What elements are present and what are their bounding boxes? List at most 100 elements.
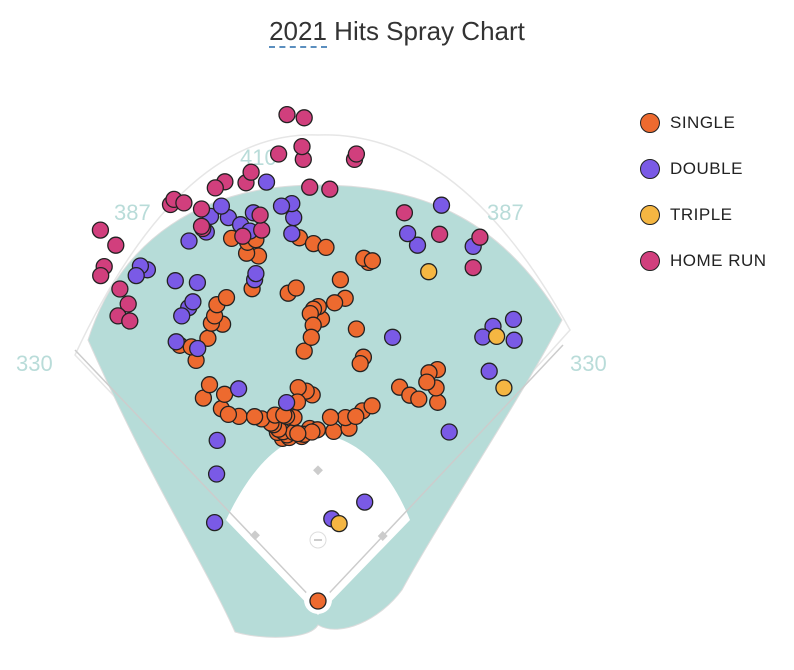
hit-point-home-run [119, 295, 137, 313]
hit-point-single [325, 422, 343, 441]
hit-point-home-run [295, 109, 313, 127]
hit-point-double [212, 197, 231, 215]
hit-point-double [432, 196, 451, 214]
hit-point-home-run [192, 217, 211, 235]
hit-point-double [408, 236, 427, 254]
hit-point-single [347, 320, 366, 338]
right-foul-line [317, 344, 564, 606]
hit-point-home-run [107, 236, 125, 254]
hit-point-double [208, 431, 226, 450]
pitching-rubber [314, 539, 322, 541]
hit-point-double [356, 493, 374, 511]
distance-label-lcf: 387 [114, 200, 151, 225]
hit-point-home-run [92, 266, 110, 285]
hit-point-home-run [121, 312, 139, 330]
hit-point-home-run [321, 180, 339, 198]
second-base [313, 465, 323, 476]
hit-point-double [480, 362, 498, 380]
legend-swatch-home-run [640, 251, 660, 271]
hit-point-home-run [464, 258, 482, 277]
hit-point-double [283, 224, 301, 243]
hit-point-triple [495, 379, 513, 397]
legend-swatch-triple [640, 205, 660, 225]
distance-label-rcf: 387 [487, 200, 524, 225]
hit-point-single [245, 408, 264, 426]
hit-point-home-run [111, 280, 129, 298]
hit-point-home-run [278, 105, 296, 124]
hit-point-single [289, 378, 307, 397]
hit-point-single [429, 393, 447, 411]
legend-label-home-run: HOME RUN [670, 251, 767, 270]
hit-point-double [173, 307, 191, 325]
hit-point-home-run [253, 221, 271, 239]
hit-point-home-run [175, 194, 193, 212]
hit-point-double [440, 423, 458, 441]
legend-item-home-run: HOME RUN [640, 250, 767, 272]
hit-point-double [205, 513, 224, 532]
outer-boundary [74, 134, 571, 612]
hit-point-double [257, 173, 276, 191]
hit-point-home-run [234, 227, 252, 245]
hit-point-home-run [192, 200, 211, 218]
hit-point-home-run [293, 137, 311, 156]
hit-point-triple [487, 327, 506, 346]
left-foul-line [74, 349, 319, 606]
hit-point-home-run [347, 145, 366, 163]
hit-point-home-run [269, 145, 288, 163]
chart-title-year: 2021 [269, 16, 327, 48]
legend: SINGLE DOUBLE TRIPLE HOME RUN [640, 112, 767, 296]
chart-title-text: Hits Spray Chart [326, 16, 525, 46]
hit-point-single [309, 592, 327, 610]
hit-point-double [277, 393, 296, 412]
infield-grass [262, 475, 374, 585]
chart-title: 2021 Hits Spray Chart [0, 16, 794, 48]
hit-point-home-run [430, 225, 449, 243]
hit-point-single [418, 373, 436, 391]
hit-point-double [167, 333, 185, 351]
hit-point-home-run [91, 221, 110, 239]
hit-point-double [189, 339, 207, 358]
hit-point-double [398, 224, 417, 243]
hit-point-single [410, 390, 428, 408]
hit-point-single [351, 354, 369, 373]
hit-point-triple [420, 263, 438, 281]
hit-point-double [207, 465, 226, 483]
hit-point-double [184, 293, 202, 311]
hit-point-double [180, 232, 198, 250]
hit-point-home-run [471, 228, 489, 246]
hit-point-single [287, 279, 305, 297]
hit-point-double [505, 331, 523, 349]
hit-point-double [247, 264, 265, 283]
hit-point-home-run [251, 206, 269, 224]
hit-point-single [219, 405, 238, 424]
hit-point-double [504, 310, 523, 329]
hit-point-single [217, 288, 236, 307]
hit-point-single [321, 408, 340, 426]
hit-point-triple [330, 514, 348, 533]
legend-label-double: DOUBLE [670, 159, 743, 178]
hit-point-double [188, 273, 207, 292]
hit-point-double [229, 380, 248, 398]
legend-item-triple: TRIPLE [640, 204, 767, 226]
hit-point-double [166, 272, 184, 290]
hit-point-single [331, 271, 350, 289]
distance-label-rf-line: 330 [570, 351, 607, 376]
hit-point-single [363, 252, 382, 270]
hit-point-single [295, 342, 313, 360]
hit-point-home-run [242, 163, 260, 181]
hit-point-single [363, 397, 381, 415]
hit-point-single [325, 294, 344, 312]
hit-point-home-run [301, 178, 319, 196]
legend-swatch-single [640, 113, 660, 133]
hit-point-single [302, 328, 320, 346]
legend-item-single: SINGLE [640, 112, 767, 134]
hit-point-double [272, 197, 291, 215]
legend-item-double: DOUBLE [640, 158, 767, 180]
hit-point-single [317, 238, 335, 257]
legend-label-triple: TRIPLE [670, 205, 733, 224]
hit-points-layer [91, 105, 523, 610]
hit-point-double [383, 328, 402, 346]
hit-point-single [200, 376, 219, 394]
distance-label-lf-line: 330 [16, 351, 53, 376]
